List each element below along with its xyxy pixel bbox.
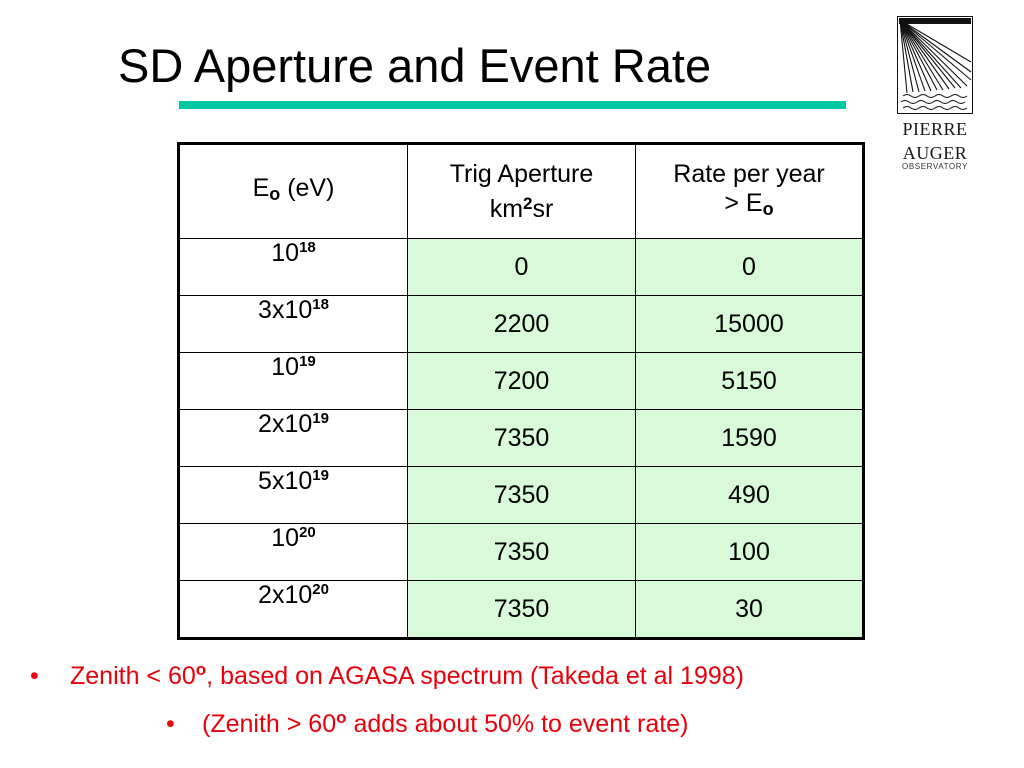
rate-cell: 490 [635, 466, 864, 524]
aperture-rate-table: Eo (eV) Trig Aperture km2sr Rate per year… [177, 142, 865, 640]
energy-cell: 1019 [178, 352, 408, 410]
bullet-zenith-extra: • (Zenith > 60o adds about 50% to event r… [166, 708, 689, 738]
logo-name-line2: AUGER [902, 143, 968, 163]
rate-cell: 30 [635, 580, 864, 639]
aperture-cell: 0 [407, 238, 636, 296]
aperture-cell: 7350 [407, 409, 636, 467]
table-row: 3x1018 2200 15000 [178, 295, 864, 353]
energy-cell: 1018 [178, 238, 408, 296]
bullet-marker: • [30, 662, 39, 690]
header-trig-aperture: Trig Aperture km2sr [407, 143, 636, 239]
rate-cell: 5150 [635, 352, 864, 410]
aperture-cell: 7350 [407, 523, 636, 581]
observatory-logo-icon [897, 16, 973, 114]
logo-subtitle: OBSERVATORY [902, 162, 968, 171]
title-underline [179, 101, 846, 109]
rate-cell: 1590 [635, 409, 864, 467]
aperture-cell: 7200 [407, 352, 636, 410]
slide-title: SD Aperture and Event Rate [118, 39, 712, 92]
aperture-cell: 7350 [407, 466, 636, 524]
energy-cell: 1020 [178, 523, 408, 581]
table-row: 1020 7350 100 [178, 523, 864, 581]
table-row: 2x1019 7350 1590 [178, 409, 864, 467]
table-row: 1019 7200 5150 [178, 352, 864, 410]
aperture-cell: 7350 [407, 580, 636, 639]
energy-cell: 2x1020 [178, 580, 408, 639]
table-row: 2x1020 7350 30 [178, 580, 864, 639]
header-rate-per-year: Rate per year > Eo [635, 143, 864, 239]
table-header-row: Eo (eV) Trig Aperture km2sr Rate per year… [178, 143, 864, 239]
bullet-marker: • [166, 710, 175, 738]
table-row: 5x1019 7350 490 [178, 466, 864, 524]
rate-cell: 100 [635, 523, 864, 581]
energy-cell: 2x1019 [178, 409, 408, 467]
aperture-cell: 2200 [407, 295, 636, 353]
bullet-zenith-cut: • Zenith < 60o, based on AGASA spectrum (… [30, 660, 744, 690]
pierre-auger-logo: PIERRE AUGER OBSERVATORY [897, 16, 973, 172]
rate-cell: 15000 [635, 295, 864, 353]
logo-name-line1: PIERRE [902, 119, 968, 139]
table-row: 1018 0 0 [178, 238, 864, 296]
energy-cell: 5x1019 [178, 466, 408, 524]
header-energy: Eo (eV) [178, 143, 408, 239]
rate-cell: 0 [635, 238, 864, 296]
energy-cell: 3x1018 [178, 295, 408, 353]
